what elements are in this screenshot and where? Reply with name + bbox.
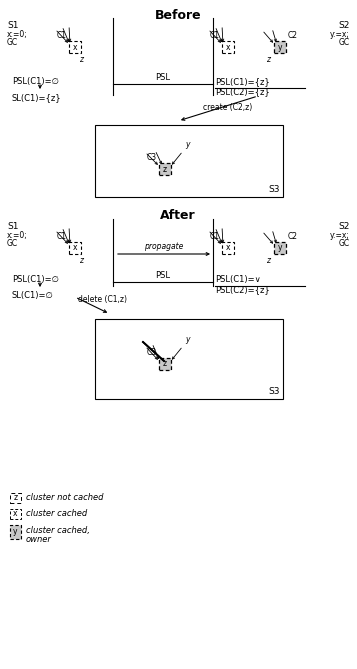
Text: cluster cached: cluster cached (26, 508, 87, 518)
Text: C1: C1 (57, 232, 67, 241)
Text: SL(C1)={z}: SL(C1)={z} (12, 93, 62, 102)
Text: PSL(C1)=∅: PSL(C1)=∅ (12, 275, 59, 284)
Text: S1: S1 (7, 222, 19, 231)
Bar (274, 242, 286, 254)
Text: y:=x;: y:=x; (330, 30, 350, 39)
Bar (274, 41, 286, 53)
Text: S3: S3 (268, 185, 280, 194)
Text: PSL: PSL (156, 271, 171, 280)
Text: owner: owner (26, 535, 52, 545)
Text: z: z (79, 256, 83, 265)
Text: GC: GC (7, 239, 18, 248)
Text: SL(C1)=∅: SL(C1)=∅ (12, 291, 54, 300)
Text: x: x (13, 510, 18, 518)
Text: GC: GC (339, 239, 350, 248)
Text: cluster not cached: cluster not cached (26, 492, 104, 502)
Text: PSL(C1)={z}: PSL(C1)={z} (215, 77, 270, 86)
Text: C2: C2 (288, 232, 298, 241)
Text: S2: S2 (339, 21, 350, 30)
Text: After: After (160, 209, 196, 222)
Text: z: z (266, 55, 270, 64)
Text: x: x (73, 244, 77, 252)
Text: x: x (226, 244, 230, 252)
Bar (222, 242, 234, 254)
Bar (222, 41, 234, 53)
Text: y: y (185, 335, 190, 344)
Text: S3: S3 (268, 387, 280, 396)
Text: PSL(C1)=∨: PSL(C1)=∨ (215, 275, 261, 284)
Text: z: z (79, 55, 83, 64)
Bar (159, 358, 171, 370)
Text: delete (C1,z): delete (C1,z) (78, 295, 127, 304)
Text: PSL(C2)={z}: PSL(C2)={z} (215, 285, 270, 294)
Text: x:=0;: x:=0; (7, 231, 28, 240)
Text: z: z (14, 494, 17, 502)
Text: C3: C3 (147, 153, 157, 162)
Text: x: x (73, 43, 77, 52)
Bar (10, 493, 21, 503)
Bar (10, 509, 21, 519)
Text: C3: C3 (147, 348, 157, 357)
Text: z: z (266, 256, 270, 265)
Text: PSL(C2)={z}: PSL(C2)={z} (215, 87, 270, 96)
Text: x: x (226, 43, 230, 52)
Text: z: z (163, 359, 167, 369)
Bar (10, 525, 21, 539)
Text: C1: C1 (57, 31, 67, 40)
Text: y:=x;: y:=x; (330, 231, 350, 240)
Text: create (C2,z): create (C2,z) (203, 103, 253, 112)
Bar (159, 163, 171, 175)
Bar (95, 319, 283, 399)
Text: GC: GC (339, 38, 350, 47)
Text: x:=0;: x:=0; (7, 30, 28, 39)
Bar (95, 125, 283, 197)
Text: S1: S1 (7, 21, 19, 30)
Text: y: y (185, 140, 190, 149)
Text: Before: Before (155, 9, 201, 22)
Bar (69, 242, 81, 254)
Text: S2: S2 (339, 222, 350, 231)
Bar (69, 41, 81, 53)
Text: C1: C1 (210, 232, 220, 241)
Text: C1: C1 (210, 31, 220, 40)
Text: y: y (13, 527, 18, 537)
Text: C2: C2 (288, 31, 298, 40)
Text: z: z (163, 165, 167, 173)
Text: PSL(C1)=∅: PSL(C1)=∅ (12, 77, 59, 86)
Text: propagate: propagate (144, 242, 184, 251)
Text: GC: GC (7, 38, 18, 47)
Text: y: y (278, 43, 282, 52)
Text: cluster cached,: cluster cached, (26, 527, 90, 535)
Text: y: y (278, 244, 282, 252)
Text: PSL: PSL (156, 73, 171, 82)
